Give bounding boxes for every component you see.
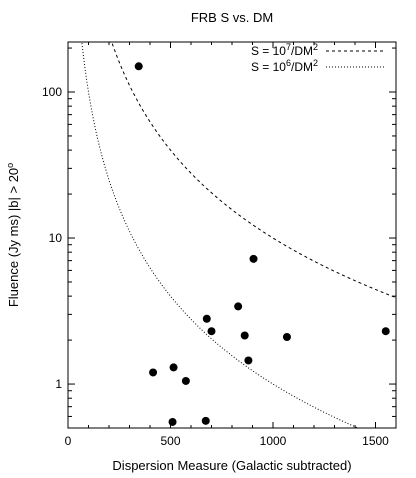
point-layer <box>134 62 390 426</box>
legend-label-dashed: S = 107/DM2 <box>251 42 318 58</box>
x-tick-label: 1500 <box>362 434 389 448</box>
chart-title: FRB S vs. DM <box>191 10 273 25</box>
data-point <box>234 302 243 311</box>
x-tick-label: 0 <box>65 434 72 448</box>
data-point <box>244 356 253 365</box>
x-axis-label: Dispersion Measure (Galactic subtracted) <box>112 458 351 473</box>
data-point <box>201 416 210 425</box>
curve-dotted <box>81 43 358 429</box>
y-tick-label: 100 <box>42 85 62 99</box>
data-point <box>169 363 178 372</box>
curve-dashed <box>111 43 397 299</box>
data-point <box>168 417 177 426</box>
data-point <box>240 331 249 340</box>
curve-layer <box>81 43 397 429</box>
y-axis-label: Fluence (Jy ms) |b| > 20o <box>5 163 21 307</box>
y-tick-label: 1 <box>55 377 62 391</box>
data-point <box>282 332 291 341</box>
x-tick-label: 1000 <box>260 434 287 448</box>
data-point <box>207 327 216 336</box>
legend: S = 107/DM2 S = 106/DM2 <box>251 42 386 74</box>
y-tick-label: 10 <box>49 231 63 245</box>
data-point <box>149 368 158 377</box>
x-tick-label: 500 <box>160 434 180 448</box>
legend-label-dotted: S = 106/DM2 <box>251 58 318 74</box>
data-point <box>202 314 211 323</box>
data-point <box>181 376 190 385</box>
data-point <box>134 62 143 71</box>
data-point <box>249 254 258 263</box>
plot-frame <box>67 41 397 429</box>
tick-layer: 0 500 1000 1500 1 10 100 <box>42 42 396 448</box>
data-point <box>381 327 390 336</box>
